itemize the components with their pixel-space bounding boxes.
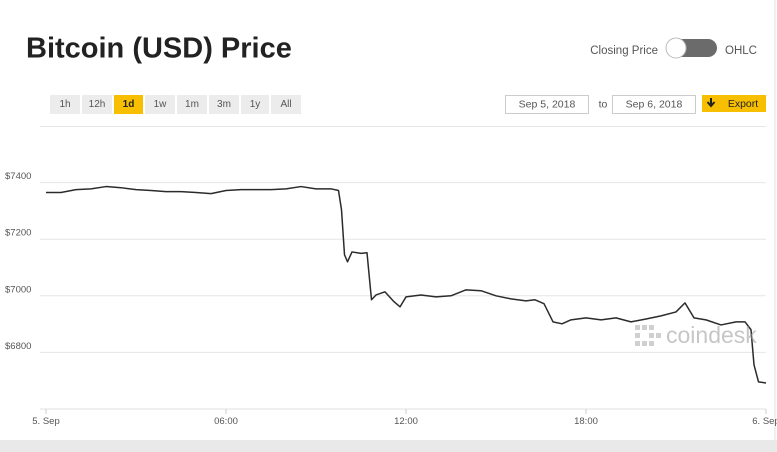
bottom-bar: [0, 440, 777, 452]
toggle-right-label: OHLC: [725, 45, 757, 57]
x-tick-label: 5. Sep: [32, 416, 59, 427]
export-icon: [706, 98, 716, 108]
date-from: Sep 5, 2018: [519, 98, 576, 110]
date-to-input[interactable]: Sep 6, 2018: [612, 95, 696, 114]
range-button-bg: [50, 95, 80, 114]
range-buttons: 1h 12h 1d 1w 1m 3m 1y All: [50, 95, 301, 114]
range-button-bg: [82, 95, 112, 114]
range-button-label: 3m: [217, 99, 231, 110]
date-box: [505, 95, 589, 114]
date-box: [612, 95, 696, 114]
range-button[interactable]: 1h: [50, 95, 80, 114]
date-separator: to: [599, 98, 608, 110]
range-button-label: 1h: [59, 99, 70, 110]
range-button-label: 1d: [123, 99, 135, 110]
date-from-input[interactable]: Sep 5, 2018: [505, 95, 589, 114]
range-button[interactable]: 3m: [209, 95, 239, 114]
y-tick-label: $7000: [5, 284, 31, 295]
y-tick-label: $6800: [5, 341, 31, 352]
x-tick-label: 6. Sep: [752, 416, 777, 427]
x-tick-label: 18:00: [574, 416, 598, 427]
range-button[interactable]: 1m: [177, 95, 207, 114]
range-button-bg: [177, 95, 207, 114]
toggle-switch[interactable]: [665, 37, 717, 59]
price-line: [46, 185, 767, 384]
x-tick-label: 06:00: [214, 416, 238, 427]
chart-title: Bitcoin (USD) Price: [26, 33, 292, 65]
range-button-bg: [209, 95, 239, 114]
range-button-bg: [145, 95, 175, 114]
range-button-label: 12h: [89, 99, 106, 110]
range-button-label: All: [280, 99, 291, 110]
watermark-text: coindesk: [666, 322, 757, 348]
y-tick-label: $7400: [5, 171, 31, 182]
toggle-left-label: Closing Price: [590, 45, 658, 57]
plot-area: $6800 $7000 $7200 $7400 5. Sep 06:00 12:00 18:0…: [5, 171, 777, 427]
range-button-bg: [271, 95, 301, 114]
range-button-label: 1w: [154, 99, 168, 110]
range-button[interactable]: 12h: [82, 95, 112, 114]
toggle-knob: [665, 37, 687, 59]
range-button[interactable]: 1y: [241, 95, 269, 114]
watermark-icon: [635, 325, 661, 346]
x-tick-label: 12:00: [394, 416, 418, 427]
export-label: Export: [728, 98, 758, 110]
export-button[interactable]: Export: [702, 95, 766, 112]
range-button[interactable]: 1w: [145, 95, 175, 114]
range-button-bg: [114, 95, 143, 114]
range-button-label: 1y: [250, 99, 261, 110]
watermark: coindesk: [635, 322, 757, 348]
export-bg: [702, 95, 766, 112]
date-to: Sep 6, 2018: [626, 98, 683, 110]
range-button-label: 1m: [185, 99, 199, 110]
y-tick-label: $7200: [5, 228, 31, 239]
range-button[interactable]: All: [271, 95, 301, 114]
range-button-bg: [241, 95, 269, 114]
range-button[interactable]: 1d: [114, 95, 143, 114]
